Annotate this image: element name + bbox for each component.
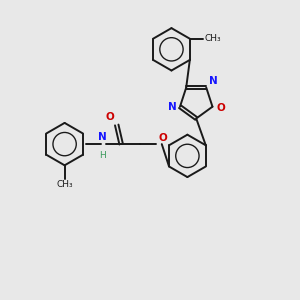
Text: H: H [99, 151, 105, 160]
Text: O: O [217, 103, 225, 113]
Text: O: O [159, 133, 168, 142]
Text: O: O [106, 112, 114, 122]
Text: N: N [98, 132, 106, 142]
Text: CH₃: CH₃ [56, 180, 73, 189]
Text: CH₃: CH₃ [205, 34, 221, 43]
Text: N: N [209, 76, 218, 86]
Text: N: N [168, 102, 176, 112]
